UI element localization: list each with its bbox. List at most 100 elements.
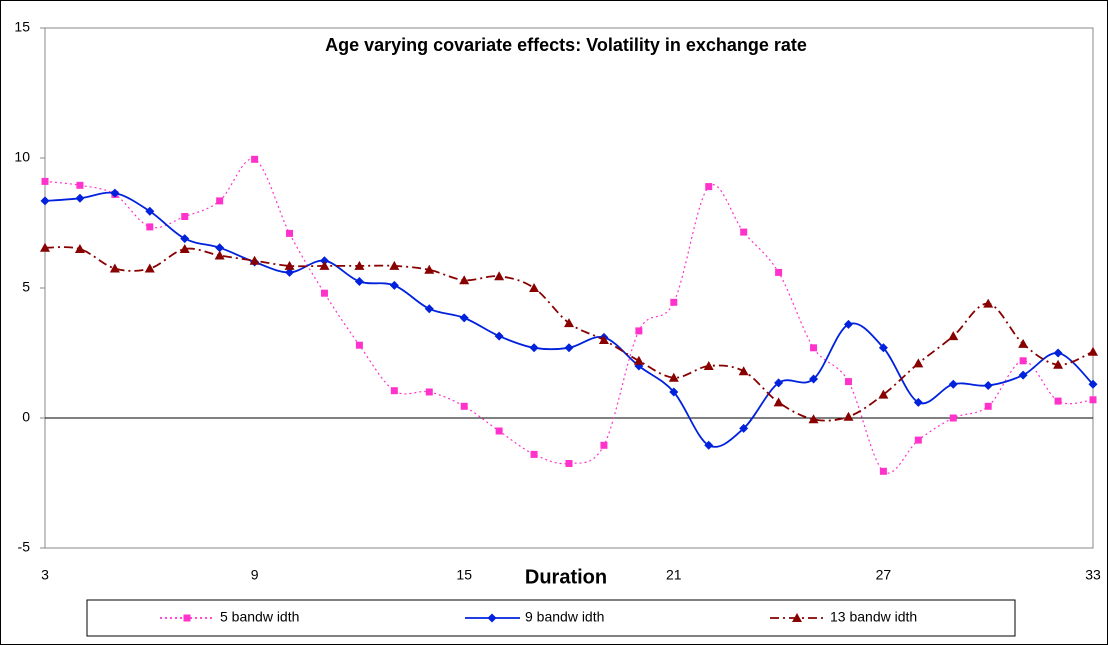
point <box>494 271 505 281</box>
point <box>74 244 85 253</box>
point <box>1053 348 1063 358</box>
point <box>1088 379 1098 389</box>
legend-marker <box>792 613 802 622</box>
point <box>670 298 678 306</box>
point <box>810 344 818 352</box>
y-tick-label: -5 <box>18 539 31 555</box>
legend-label: 9 bandw idth <box>525 609 604 625</box>
point <box>75 193 85 203</box>
point <box>145 206 155 216</box>
point <box>843 411 854 421</box>
point <box>565 460 573 467</box>
point <box>913 397 923 407</box>
y-tick-label: 10 <box>14 149 30 165</box>
point <box>319 260 330 270</box>
point <box>495 427 503 435</box>
plot-area <box>44 27 1094 549</box>
point <box>144 263 155 273</box>
point <box>879 467 887 475</box>
point <box>76 181 84 189</box>
point <box>459 313 469 323</box>
point <box>1019 357 1027 365</box>
point <box>40 242 50 252</box>
point <box>459 275 470 285</box>
legend-label: 5 bandw idth <box>220 609 299 625</box>
x-tick-label: 3 <box>41 567 49 583</box>
point <box>180 234 190 244</box>
point <box>564 343 574 353</box>
point <box>216 197 224 205</box>
point <box>215 243 225 253</box>
point <box>529 343 539 353</box>
point <box>424 264 435 274</box>
point <box>705 183 713 191</box>
point <box>739 423 749 433</box>
point <box>286 229 294 237</box>
point <box>948 379 958 389</box>
point <box>109 263 120 273</box>
point <box>249 255 260 265</box>
point <box>598 335 609 344</box>
point <box>949 414 957 422</box>
point <box>1018 338 1029 348</box>
point <box>530 450 538 458</box>
point <box>808 414 819 424</box>
point <box>110 188 120 198</box>
point <box>669 387 679 397</box>
point <box>389 260 400 270</box>
point <box>773 397 784 407</box>
point <box>146 223 154 231</box>
point <box>843 319 853 329</box>
point <box>1089 396 1097 404</box>
point <box>1088 346 1098 356</box>
point <box>738 366 749 376</box>
point <box>460 402 468 410</box>
point <box>668 372 679 382</box>
point <box>878 389 889 399</box>
point <box>600 441 608 449</box>
series-line <box>44 158 1094 474</box>
point <box>844 378 852 386</box>
point <box>775 268 783 276</box>
point <box>983 381 993 390</box>
point <box>41 177 49 185</box>
point <box>1018 370 1028 380</box>
point <box>564 318 574 328</box>
point <box>983 298 994 308</box>
point <box>319 256 329 266</box>
x-tick-label: 27 <box>876 567 892 583</box>
point <box>425 388 433 396</box>
point <box>1053 359 1064 369</box>
point <box>529 283 540 292</box>
point <box>948 331 959 341</box>
point <box>1054 397 1062 405</box>
legend-marker <box>487 613 497 623</box>
point <box>809 374 819 384</box>
point <box>284 260 295 270</box>
point <box>913 358 924 368</box>
legend-label: 13 bandw idth <box>830 609 917 625</box>
point <box>181 213 189 220</box>
point <box>285 267 295 277</box>
y-tick-label: 0 <box>22 409 30 425</box>
y-tick-label: 15 <box>14 19 30 35</box>
point <box>633 355 644 365</box>
point <box>774 378 784 388</box>
point <box>214 250 225 260</box>
x-axis-title: Duration <box>525 566 607 588</box>
point <box>320 289 328 297</box>
point <box>740 228 748 236</box>
y-tick-label: 5 <box>22 279 30 295</box>
point <box>704 440 714 450</box>
x-tick-label: 21 <box>666 567 682 583</box>
point <box>424 304 434 314</box>
legend-marker <box>183 614 191 622</box>
point <box>40 196 50 206</box>
chart-title: Age varying covariate effects: Volatilit… <box>325 35 807 55</box>
point <box>984 402 992 410</box>
point <box>635 327 643 335</box>
point <box>390 387 398 395</box>
legend <box>86 599 1016 637</box>
point <box>389 280 399 290</box>
